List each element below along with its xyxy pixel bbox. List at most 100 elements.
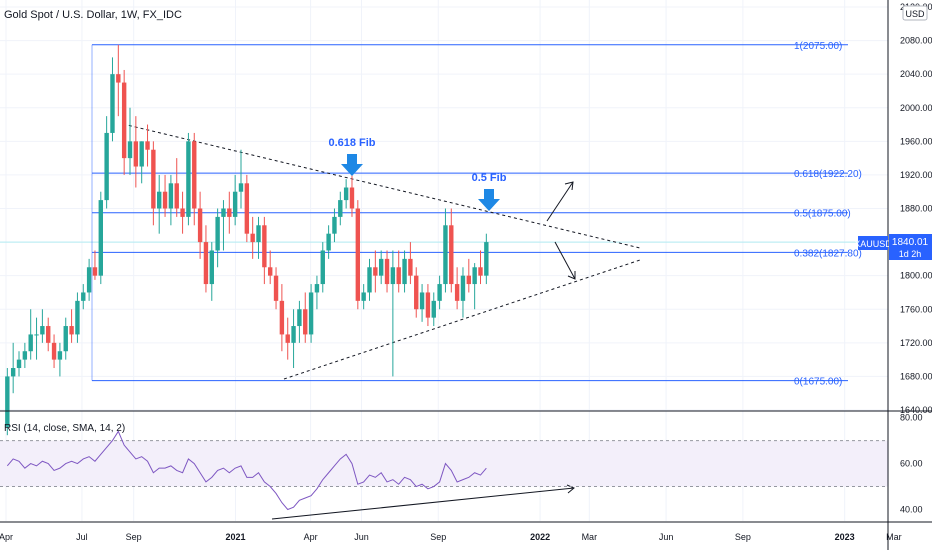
rsi-axis-ticks: 40.00 60.00 80.00 xyxy=(900,413,923,515)
candle-body xyxy=(314,284,320,293)
candle-body xyxy=(151,149,156,209)
time-tick-label: 2021 xyxy=(225,532,245,542)
candle-body xyxy=(238,183,244,192)
rsi-tick-label: 40.00 xyxy=(900,505,923,515)
candle-body xyxy=(232,191,238,217)
price-tick-label: 1760.00 xyxy=(900,304,932,314)
candle-body xyxy=(139,141,144,167)
candle-body xyxy=(203,242,209,285)
candle-body xyxy=(110,74,115,133)
price-tick-label: 1960.00 xyxy=(900,136,932,146)
candle-body xyxy=(373,267,378,276)
rsi-divergence-arrowhead xyxy=(566,484,575,494)
candle-body xyxy=(104,132,109,201)
candle-body xyxy=(478,267,483,276)
breakout-up-arrow-line xyxy=(546,181,574,222)
candle-body xyxy=(46,326,51,343)
breakdown-arrow-line xyxy=(554,241,576,280)
last-price: 1840.01 xyxy=(892,237,929,248)
candle-body xyxy=(244,183,250,234)
candle-body xyxy=(338,200,343,217)
annotations: 0.618 Fib 0.5 Fib xyxy=(328,137,507,211)
candle-body xyxy=(209,250,214,285)
candle-body xyxy=(454,284,460,301)
candle-body xyxy=(34,334,39,336)
candle-body xyxy=(285,334,290,343)
candle-body xyxy=(10,368,16,377)
price-tick-label: 1640.00 xyxy=(900,405,932,415)
candle-body xyxy=(145,141,150,150)
candle-body xyxy=(443,225,448,285)
price-tick-label: 2080.00 xyxy=(900,36,932,46)
price-tick-label: 1880.00 xyxy=(900,204,932,214)
rsi-divergence-trendline xyxy=(271,487,575,520)
candle-body xyxy=(361,292,366,301)
rsi-tick-label: 80.00 xyxy=(900,413,923,423)
candle-body xyxy=(75,300,80,335)
candle-body xyxy=(326,233,331,251)
candle-body xyxy=(28,334,33,352)
candle-body xyxy=(367,267,372,293)
time-tick-label: Sep xyxy=(735,532,751,542)
candle-body xyxy=(414,275,419,310)
symbol-label-bg xyxy=(858,236,888,250)
candle-body xyxy=(215,216,220,251)
rsi-title: RSI (14, close, SMA, 14, 2) xyxy=(4,423,125,434)
trendlines xyxy=(122,123,641,380)
candle-body xyxy=(437,284,442,301)
price-tick-label: 2040.00 xyxy=(900,69,932,79)
candle-body xyxy=(297,309,302,327)
triangle-lower-trendline xyxy=(283,259,641,380)
candle-body xyxy=(162,191,168,209)
fib-level-label: 0(1675.00) xyxy=(794,377,842,388)
last-price-bg xyxy=(889,234,932,260)
annotation-05-fib: 0.5 Fib xyxy=(472,172,507,184)
time-tick-label: 2022 xyxy=(530,532,550,542)
candle-body xyxy=(273,275,279,301)
down-arrow-icon xyxy=(341,154,363,176)
time-tick-label: Jul xyxy=(76,532,88,542)
symbol-label: XAUUSD xyxy=(854,239,892,249)
candles xyxy=(5,44,489,436)
candle-body xyxy=(86,267,92,293)
fib-level-label: 0.618(1922.20) xyxy=(794,169,862,180)
rsi-tick-label: 60.00 xyxy=(900,459,923,469)
candle-body xyxy=(127,141,133,159)
candle-body xyxy=(378,258,384,276)
candle-body xyxy=(133,141,139,167)
price-scale-bg xyxy=(888,0,932,550)
candle-body xyxy=(308,292,314,335)
candle-body xyxy=(402,258,407,285)
candle-body xyxy=(174,183,179,209)
price-tick-label: 1720.00 xyxy=(900,338,932,348)
candle-body xyxy=(157,191,162,209)
candle-body xyxy=(460,275,466,301)
time-tick-label: Apr xyxy=(304,532,318,542)
candle-body xyxy=(5,376,10,427)
candle-body xyxy=(221,208,226,217)
candle-body xyxy=(197,208,203,243)
down-arrow-icon xyxy=(478,189,500,211)
candle-body xyxy=(425,292,431,318)
bar-countdown: 1d 2h xyxy=(899,249,922,259)
candle-body xyxy=(291,326,296,343)
price-tick-label: 1800.00 xyxy=(900,271,932,281)
fib-level-label: 0.382(1827.80) xyxy=(794,248,862,259)
price-tick-label: 2000.00 xyxy=(900,103,932,113)
candle-body xyxy=(51,342,57,360)
candle-body xyxy=(303,309,308,335)
candle-body xyxy=(16,359,22,369)
candle-body xyxy=(22,351,28,360)
fibonacci-retracement: 1(2075.00) 0.618(1922.20) 0.5(1875.00) 0.38… xyxy=(91,41,862,388)
candle-body xyxy=(121,82,127,159)
triangle-upper-trendline xyxy=(122,123,641,249)
time-tick-label: Sep xyxy=(430,532,446,542)
rsi-indicator xyxy=(0,430,888,520)
candle-body xyxy=(355,208,361,301)
annotation-618-fib: 0.618 Fib xyxy=(328,137,375,149)
candle-body xyxy=(279,300,285,335)
currency-button[interactable] xyxy=(902,5,928,21)
candle-body xyxy=(320,250,325,285)
candle-body xyxy=(98,200,103,276)
